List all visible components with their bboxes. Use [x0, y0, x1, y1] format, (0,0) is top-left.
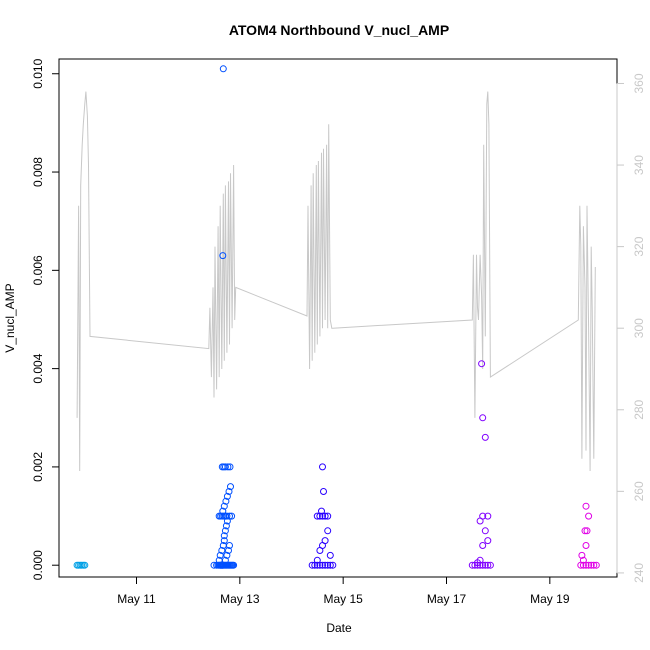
data-point [324, 527, 332, 535]
data-point [223, 512, 231, 520]
data-point [316, 512, 324, 520]
data-point [313, 561, 321, 569]
data-point [222, 522, 230, 530]
data-point [228, 512, 236, 520]
data-point [230, 561, 238, 569]
data-point [319, 512, 326, 520]
data-point [578, 551, 586, 559]
y-tick-label: 0.008 [31, 157, 45, 187]
data-point [579, 556, 587, 564]
data-point [220, 502, 228, 510]
data-point [478, 360, 486, 368]
data-point [329, 561, 337, 569]
data-point [224, 463, 232, 471]
data-point [481, 527, 489, 535]
data-point [313, 556, 321, 564]
data-point [486, 561, 494, 569]
chart-title: ATOM4 Northbound V_nucl_AMP [229, 22, 449, 38]
y-tick-label: 0.010 [31, 58, 45, 88]
plot-frame [58, 58, 618, 578]
data-point [326, 561, 334, 569]
data-point [222, 497, 230, 505]
data-point [476, 556, 484, 564]
data-point [324, 512, 332, 520]
data-point [225, 488, 233, 495]
data-point [226, 463, 234, 471]
data-point [319, 463, 326, 471]
x-axis: May 11 May 13 May 15 May 17 May 19 [117, 576, 570, 606]
data-point [590, 561, 598, 569]
y2-tick-label: 240 [632, 563, 646, 583]
x-tick-label: May 17 [427, 592, 467, 606]
y-tick-label: 0.006 [31, 255, 45, 285]
data-point [226, 512, 233, 520]
data-point [225, 547, 232, 554]
y-tick-label: 0.000 [31, 550, 45, 580]
data-point [218, 547, 226, 554]
data-point [321, 561, 329, 569]
data-point [481, 433, 489, 441]
x-tick-label: May 11 [117, 592, 156, 606]
data-point [484, 512, 492, 520]
data-point [223, 492, 231, 500]
data-point [319, 561, 326, 569]
data-point [582, 542, 590, 549]
line-series-5 [76, 91, 596, 472]
data-point [219, 252, 227, 260]
data-point [219, 65, 227, 73]
data-point [585, 512, 593, 520]
y2-tick-label: 320 [632, 236, 646, 256]
y2-tick-label: 340 [632, 155, 646, 175]
y2-tick-label: 360 [632, 73, 646, 93]
y2-tick-label: 260 [632, 481, 646, 501]
data-point [326, 551, 334, 559]
data-point [587, 561, 595, 569]
data-point [220, 537, 228, 545]
data-point [585, 561, 593, 569]
data-point [221, 463, 229, 471]
data-point [592, 561, 600, 569]
data-point [221, 527, 229, 535]
data-point [324, 561, 332, 569]
y-axis: 0.000 0.002 0.004 0.006 0.008 0.010 [31, 58, 60, 580]
y2-axis: 240 260 280 300 320 340 360 [616, 73, 646, 583]
x-tick-label: May 19 [530, 592, 570, 606]
data-point [581, 527, 589, 535]
data-point [223, 551, 231, 559]
data-point [484, 561, 492, 569]
data-point [221, 556, 229, 564]
data-point [220, 532, 228, 540]
data-point [582, 502, 590, 510]
y2-tick-label: 280 [632, 399, 646, 419]
y-axis-label: V_nucl_AMP [3, 283, 17, 352]
x-axis-label: Date [326, 621, 352, 635]
data-point [321, 537, 329, 545]
x-tick-label: May 13 [220, 592, 260, 606]
y2-tick-label: 300 [632, 318, 646, 338]
y-tick-label: 0.004 [31, 353, 45, 383]
y-tick-label: 0.002 [31, 452, 45, 482]
data-point [579, 561, 587, 569]
data-point [481, 561, 489, 569]
data-point [479, 512, 487, 520]
data-point [226, 542, 233, 549]
data-point [479, 414, 487, 422]
data-point [227, 483, 234, 491]
data-point [583, 527, 591, 535]
data-point [81, 561, 89, 569]
data-point [219, 507, 227, 515]
data-point [308, 561, 316, 569]
data-point [321, 512, 329, 520]
data-point [318, 507, 325, 515]
x-tick-label: May 15 [323, 592, 363, 606]
data-point [320, 488, 327, 495]
data-point [216, 551, 224, 559]
data-point [484, 537, 492, 545]
series-layer [73, 65, 600, 569]
data-point [313, 512, 321, 520]
data-point [479, 542, 487, 549]
